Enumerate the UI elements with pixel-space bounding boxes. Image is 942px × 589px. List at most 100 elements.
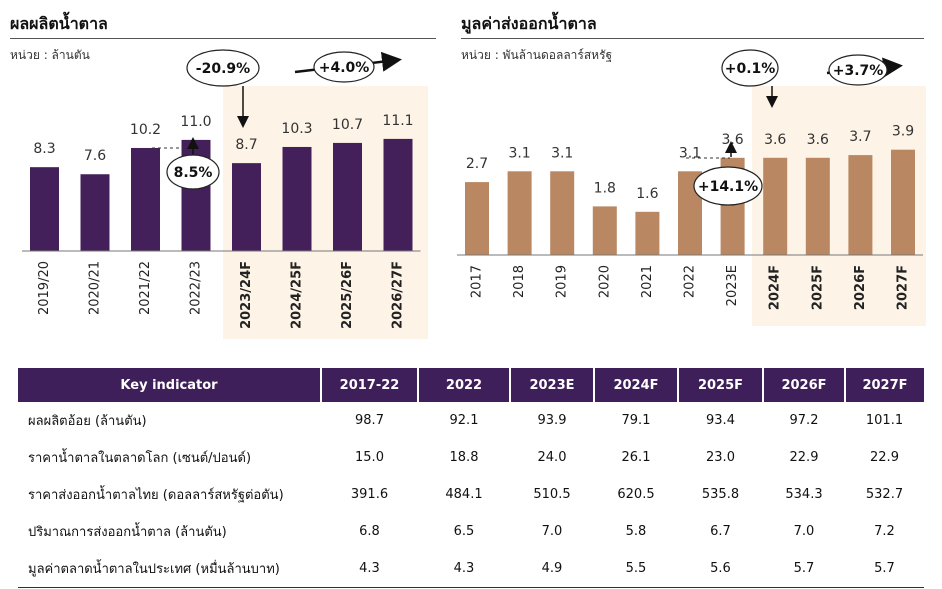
export-tick-label: 2026F [853,265,868,310]
production-bar [333,142,362,251]
table-row-label: ราคาส่งออกน้ำตาลไทย (ดอลลาร์สหรัฐต่อตัน) [28,488,284,503]
production-annotation-ellipse [166,154,220,190]
export-bar [635,211,660,255]
table-row: ปริมาณการส่งออกน้ำตาล (ล้านตัน) 6.8 6.5 7.0… [18,513,924,550]
production-annotation-ellipse [313,51,375,83]
production-bar [282,146,312,251]
table-cell: 101.1 [865,413,904,428]
export-bar [550,171,575,255]
table-cell: 620.5 [617,487,655,502]
table-row-label: ราคาน้ำตาลในตลาดโลก (เซนต์/ปอนด์) [28,451,252,466]
table-header-period: 2017-22 [321,368,419,402]
export-value-label: 1.6 [636,186,658,202]
table-cell: 5.6 [678,550,763,588]
export-bar [507,171,532,255]
table-cell: 26.1 [621,450,651,465]
export-tick-label: 2018 [512,265,527,298]
export-tick-label: 2024F [768,265,783,310]
table-cell: 534.3 [785,487,823,502]
production-annotation-text: 8.5% [174,165,213,181]
table-cell: 5.5 [594,550,678,588]
export-value-label: 3.7 [849,129,871,145]
export-value-label: 3.6 [721,132,743,148]
export-value-label: 3.9 [892,124,914,140]
production-tick-label: 2025/26F [340,261,355,329]
table-cell: 93.4 [706,413,735,428]
table-row-label: ผลผลิตอ้อย (ล้านตัน) [28,414,147,429]
export-tick-label: 2027F [896,265,911,310]
production-annotation-text: +4.0% [319,60,370,76]
export-tick-label: 2022 [683,265,698,298]
export-annotation-ellipse [693,166,763,206]
production-value-label: 11.1 [382,113,413,129]
table-cell: 79.1 [621,413,651,428]
export-bar [763,157,788,255]
table-header-period: 2027F [845,368,924,402]
export-bar [805,157,830,255]
export-bar [465,182,489,255]
production-value-label: 10.3 [281,121,312,137]
production-tick-label: 2020/21 [88,261,103,315]
table-header-row: Key indicator 2017-22 2022 2023E 2024F 2025F 2… [18,368,924,402]
table-row-label: มูลค่าตลาดน้ำตาลในประเทศ (หมื่นล้านบาท) [18,550,321,588]
chart-production-unit: หน่วย : ล้านตัน [10,48,90,62]
export-tick-label: 2017 [470,265,485,298]
table-row-label: ปริมาณการส่งออกน้ำตาล (ล้านตัน) [28,525,227,540]
table-cell: 22.9 [789,450,819,465]
key-indicator-table: Key indicator 2017-22 2022 2023E 2024F 2025F 2… [18,368,924,588]
table-cell: 5.7 [845,550,924,588]
production-value-label: 11.0 [180,114,211,130]
export-bar [891,149,915,255]
export-value-label: 3.6 [764,132,786,148]
table-cell: 98.7 [355,413,384,428]
export-annotation-text: +0.1% [725,61,776,77]
table-cell: 5.8 [625,524,647,539]
table-header-period: 2025F [678,368,764,402]
table-cell: 97.2 [789,413,819,428]
production-value-label: 8.3 [33,141,55,157]
export-value-label: 1.8 [594,180,616,196]
export-annotation-text: +14.1% [698,179,758,195]
chart-export-title-rule [461,38,924,39]
chart-production-title: ผลผลิตน้ำตาล [10,14,108,33]
table-cell: 93.9 [537,413,567,428]
chart-production-title-rule [10,38,436,39]
table-header-period: 2024F [594,368,679,402]
export-value-label: 2.7 [466,156,488,172]
table-cell: 532.7 [865,487,904,502]
chart-export-plot: 2.7 2017 3.1 2018 3.1 2019 1.8 2020 1.6 2021 3.1 20… [457,49,926,326]
export-value-label: 3.6 [807,132,829,148]
table-header-period: 2022 [418,368,511,402]
production-bar [30,167,59,251]
table-cell: 4.3 [418,550,510,588]
table-cell: 18.8 [449,450,479,465]
production-bar [80,174,110,251]
production-annotation-ellipse [186,49,260,87]
table-cell: 6.8 [359,524,380,539]
table-cell: 23.0 [706,450,735,465]
production-value-label: 7.6 [84,148,106,164]
export-annotation-ellipse [828,54,888,86]
production-tick-label: 2022/23 [189,261,204,315]
chart-production-plot: 8.3 2019/20 7.6 2020/21 10.2 2021/22 11.0 2022/… [22,49,428,339]
production-value-label: 10.7 [332,117,363,133]
table-row: มูลค่าตลาดน้ำตาลในประเทศ (หมื่นล้านบาท) 4… [18,550,924,588]
export-value-label: 3.1 [508,145,530,161]
table-cell: 7.0 [793,524,815,539]
table-cell: 6.7 [710,524,731,539]
production-value-label: 10.2 [130,122,161,138]
table-cell: 92.1 [449,413,479,428]
table-header-period: 2023E [510,368,595,402]
table-header-indicator: Key indicator [18,368,322,402]
export-tick-label: 2019 [555,265,570,298]
production-bar [131,147,160,251]
table-cell: 391.6 [350,487,389,502]
chart-export-title: มูลค่าส่งออกน้ำตาล [461,14,597,33]
production-tick-label: 2019/20 [37,261,52,315]
export-tick-label: 2025F [810,265,825,310]
table-row: ผลผลิตอ้อย (ล้านตัน) 98.7 92.1 93.9 79.1 93.4… [18,402,924,439]
export-tick-label: 2020 [597,265,612,298]
table-cell: 510.5 [533,487,571,502]
production-tick-label: 2021/22 [138,261,153,315]
production-tick-label: 2023/24F [239,261,254,329]
